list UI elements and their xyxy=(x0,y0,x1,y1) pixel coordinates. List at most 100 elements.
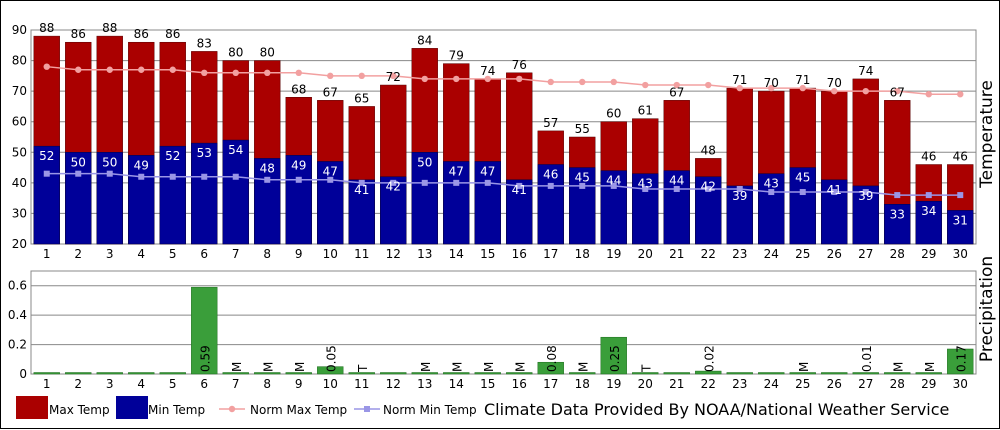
precipitation-bar xyxy=(159,372,186,375)
min-temp-bar xyxy=(96,152,123,245)
norm-max-temp-point xyxy=(579,78,586,86)
temperature-x-tick-label: 15 xyxy=(480,247,495,261)
norm-min-temp-point xyxy=(106,170,113,177)
precipitation-bar xyxy=(380,372,407,375)
norm-min-temp-point xyxy=(768,189,775,196)
legend-min-temp-swatch xyxy=(116,396,148,419)
min-temp-value-label: 47 xyxy=(480,164,495,178)
precipitation-x-tick-label: 22 xyxy=(701,377,716,391)
temperature-y-tick-label: 50 xyxy=(12,145,27,159)
temperature-axis-title: Temperature xyxy=(977,80,997,189)
max-temp-value-label: 67 xyxy=(890,85,905,99)
norm-min-temp-point xyxy=(705,185,712,192)
min-temp-bar xyxy=(852,185,879,245)
norm-min-temp-point xyxy=(295,176,302,183)
precipitation-axis: 00.20.40.61 2 3 4 5 6 7 8 9 10 11 12 13 14 15 16 17 18 19 2… xyxy=(8,279,968,391)
min-temp-bar xyxy=(789,167,816,245)
precipitation-bar xyxy=(474,372,501,375)
temperature-x-tick-label: 25 xyxy=(795,247,810,261)
legend: Max Temp Min Temp Norm Max Temp Norm Min Te… xyxy=(16,396,477,419)
max-temp-value-label: 61 xyxy=(638,104,653,118)
norm-min-temp-point xyxy=(642,185,649,192)
min-temp-value-label: 44 xyxy=(606,174,621,188)
temperature-x-tick-label: 3 xyxy=(106,247,114,261)
precipitation-value-label: M xyxy=(482,362,496,372)
min-temp-value-label: 52 xyxy=(165,149,180,163)
min-temp-bar xyxy=(443,161,470,245)
precipitation-x-tick-label: 20 xyxy=(638,377,653,391)
temperature-x-tick-label: 14 xyxy=(449,247,464,261)
precipitation-bar xyxy=(569,372,596,375)
temperature-y-tick-label: 80 xyxy=(12,54,27,68)
min-temp-bar xyxy=(632,173,659,245)
temperature-x-tick-label: 1 xyxy=(43,247,51,261)
precipitation-x-tick-label: 11 xyxy=(354,377,369,391)
max-temp-value-label: 80 xyxy=(228,46,243,60)
min-temp-value-label: 42 xyxy=(386,180,401,194)
norm-max-temp-point xyxy=(547,78,554,86)
precipitation-value-label: M xyxy=(891,362,905,372)
precipitation-value-label: M xyxy=(923,362,937,372)
temperature-x-tick-label: 6 xyxy=(200,247,208,261)
precipitation-x-tick-label: 1 xyxy=(43,377,51,391)
norm-min-temp-line xyxy=(46,172,961,196)
temperature-x-tick-label: 26 xyxy=(827,247,842,261)
max-temp-value-label: 68 xyxy=(291,82,306,96)
norm-max-temp-point xyxy=(705,81,712,89)
precipitation-bar xyxy=(947,348,974,375)
norm-max-temp-point xyxy=(894,87,901,95)
precipitation-x-tick-label: 19 xyxy=(606,377,621,391)
legend-label: Min Temp xyxy=(148,403,205,417)
precipitation-value-label: M xyxy=(261,362,275,372)
min-temp-bar xyxy=(947,210,974,245)
temperature-x-tick-label: 17 xyxy=(543,247,558,261)
norm-min-temp-point xyxy=(453,179,460,186)
temperature-x-tick-label: 22 xyxy=(701,247,716,261)
legend-norm-min-temp-marker xyxy=(364,406,370,412)
min-temp-bar xyxy=(33,145,60,245)
precipitation-value-label: M xyxy=(419,362,433,372)
precipitation-value-label: T xyxy=(356,364,370,373)
precipitation-value-label: M xyxy=(576,362,590,372)
norm-max-temp-point xyxy=(106,66,113,73)
precipitation-bar xyxy=(632,372,659,375)
norm-min-temp-point xyxy=(390,179,397,186)
max-temp-value-label: 70 xyxy=(764,76,779,90)
min-temp-value-label: 50 xyxy=(102,155,117,169)
min-temp-bar xyxy=(915,200,942,245)
temperature-x-tick-label: 24 xyxy=(764,247,779,261)
norm-max-temp-point xyxy=(642,81,649,89)
norm-max-temp-point xyxy=(862,87,869,95)
min-temp-bar xyxy=(758,173,785,245)
precipitation-bar xyxy=(285,372,312,375)
norm-max-temp-point xyxy=(610,78,617,86)
max-temp-value-label: 71 xyxy=(732,73,747,87)
precipitation-value-label: 0.17 xyxy=(954,345,968,372)
norm-max-temp-point xyxy=(264,69,271,77)
precipitation-bar xyxy=(884,372,911,375)
norm-min-temp-point xyxy=(925,192,932,199)
min-temp-bar xyxy=(600,170,627,245)
precipitation-axis-title: Precipitation xyxy=(977,256,997,362)
min-temp-value-label: 41 xyxy=(827,183,842,197)
norm-max-temp-point xyxy=(201,69,208,77)
norm-min-temp-point xyxy=(894,192,901,199)
data-credit: Climate Data Provided By NOAA/National W… xyxy=(484,400,949,419)
max-temp-value-label: 57 xyxy=(543,116,558,130)
precipitation-value-label: M xyxy=(293,362,307,372)
norm-max-temp-point xyxy=(925,91,932,98)
norm-min-temp-point xyxy=(547,182,554,189)
norm-max-temp-point xyxy=(295,69,302,77)
precipitation-bar xyxy=(443,372,470,375)
norm-min-temp-point xyxy=(673,185,680,192)
min-temp-value-label: 41 xyxy=(512,183,527,197)
min-temp-value-label: 52 xyxy=(39,149,54,163)
max-temp-value-label: 60 xyxy=(606,107,621,121)
precipitation-x-tick-label: 24 xyxy=(764,377,779,391)
temperature-x-tick-label: 11 xyxy=(354,247,369,261)
precipitation-bar xyxy=(726,372,753,375)
min-temp-value-label: 39 xyxy=(858,189,873,203)
min-temp-bar xyxy=(65,152,92,245)
